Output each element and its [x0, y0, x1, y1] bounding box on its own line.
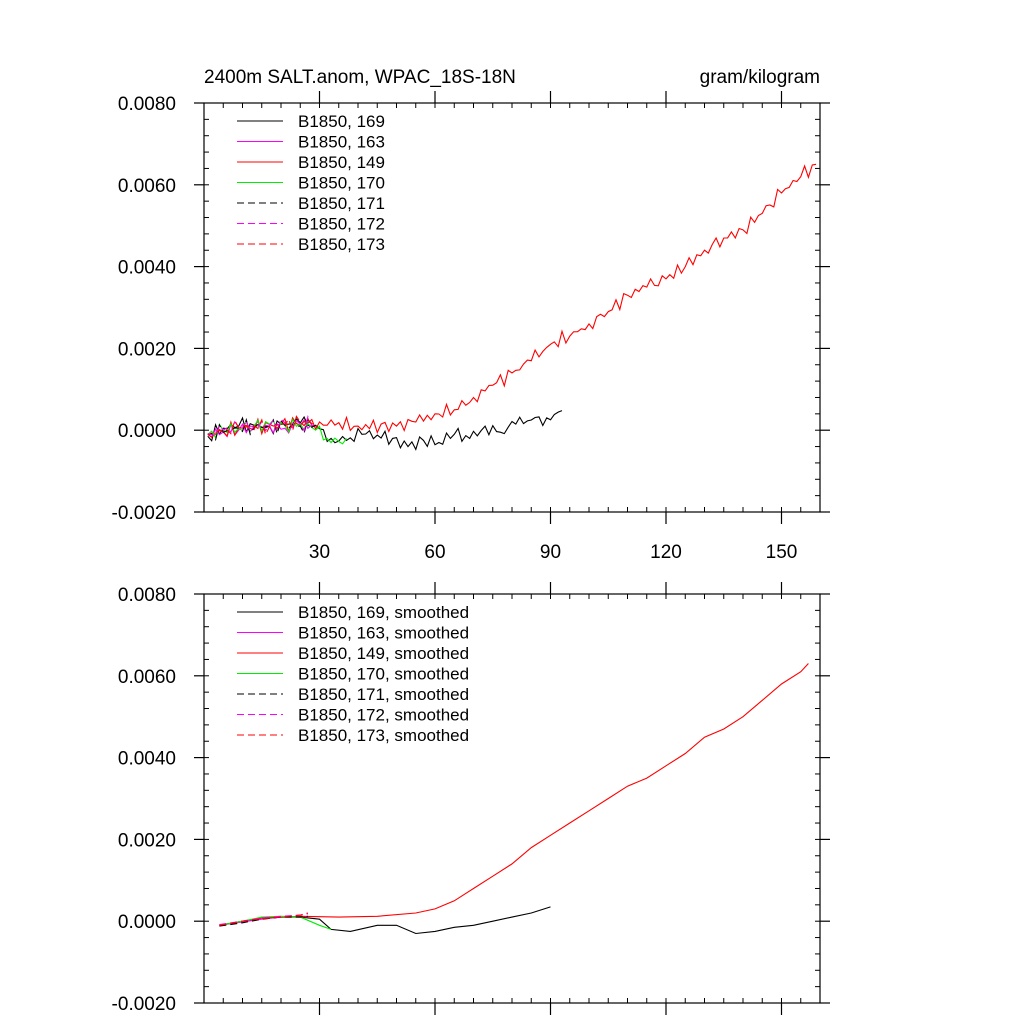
- y-tick-label: -0.0020: [112, 994, 176, 1015]
- legend-label: B1850, 171: [298, 194, 385, 213]
- legend-label: B1850, 172: [298, 215, 385, 234]
- legend-label: B1850, 173: [298, 235, 385, 254]
- legend-label: B1850, 163, smoothed: [298, 624, 469, 643]
- series-line: [219, 906, 551, 935]
- y-tick-label: 0.0020: [118, 339, 176, 360]
- x-tick-label: 30: [309, 542, 330, 563]
- legend-label: B1850, 149, smoothed: [298, 644, 469, 663]
- legend-label: B1850, 172, smoothed: [298, 706, 469, 725]
- legend-label: B1850, 149: [298, 153, 385, 172]
- y-tick-label: 0.0060: [118, 176, 176, 197]
- series-line: [219, 915, 308, 927]
- y-tick-label: 0.0040: [118, 258, 176, 279]
- y-tick-label: -0.0020: [112, 503, 176, 524]
- x-tick-label: 150: [766, 542, 798, 563]
- legend-label: B1850, 169, smoothed: [298, 603, 469, 622]
- y-tick-label: 0.0020: [118, 830, 176, 851]
- y-tick-label: 0.0040: [118, 749, 176, 770]
- legend-label: B1850, 169: [298, 112, 385, 131]
- series-line: [207, 415, 316, 439]
- x-tick-label: 60: [424, 542, 445, 563]
- plot-frame: [203, 102, 821, 513]
- legend-label: B1850, 163: [298, 133, 385, 152]
- chart-title: 2400m SALT.anom, WPAC_18S-18N: [204, 67, 516, 88]
- series-line: [207, 417, 316, 442]
- y-tick-label: 0.0000: [118, 912, 176, 933]
- legend-label: B1850, 170, smoothed: [298, 665, 469, 684]
- y-tick-label: 0.0000: [118, 421, 176, 442]
- chart-panel-2: -0.0020 0.0000 0.0020 0.0040 0.0060 0.0080 B18…: [112, 582, 830, 1015]
- y-tick-label: 0.0060: [118, 667, 176, 688]
- series-line: [219, 663, 809, 926]
- plot-frame: [203, 593, 821, 1004]
- chart-units: gram/kilogram: [700, 67, 820, 88]
- chart-panel-1: -0.0020 0.0000 0.0020 0.0040 0.0060 0.0080 30 6…: [112, 67, 830, 563]
- legend-label: B1850, 171, smoothed: [298, 685, 469, 704]
- x-tick-label: 120: [650, 542, 682, 563]
- y-tick-label: 0.0080: [118, 94, 176, 115]
- series-line: [219, 912, 309, 926]
- x-tick-label: 90: [540, 542, 561, 563]
- legend-label: B1850, 173, smoothed: [298, 726, 469, 745]
- legend-label: B1850, 170: [298, 174, 385, 193]
- y-tick-label: 0.0080: [118, 585, 176, 606]
